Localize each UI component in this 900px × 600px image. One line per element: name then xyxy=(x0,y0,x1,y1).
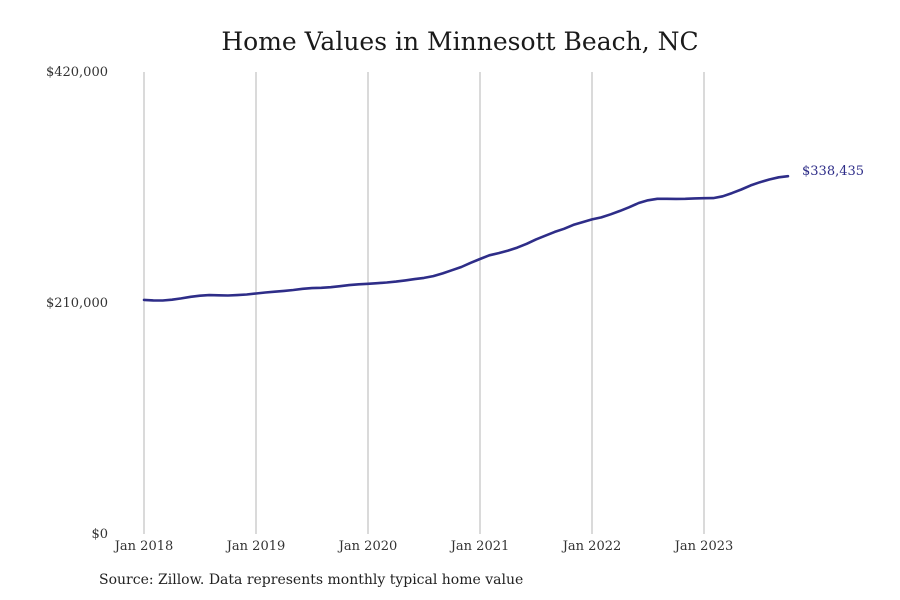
vertical-gridlines xyxy=(143,72,705,534)
x-tick-label: Jan 2023 xyxy=(673,539,734,554)
series-layer: $338,435 xyxy=(142,164,864,302)
x-tick-label: Jan 2021 xyxy=(449,539,510,554)
chart-title: Home Values in Minnesott Beach, NC xyxy=(221,27,699,56)
x-axis-labels: Jan 2018 Jan 2019 Jan 2020 Jan 2021 Jan 2022… xyxy=(113,539,734,554)
series-end-label: $338,435 xyxy=(802,164,864,179)
y-axis-labels: $0 $210,000 $420,000 xyxy=(46,65,108,542)
x-tick-label: Jan 2019 xyxy=(225,539,286,554)
y-tick-label: $210,000 xyxy=(46,296,108,311)
x-tick-label: Jan 2018 xyxy=(113,539,174,554)
series-line-0 xyxy=(142,174,790,302)
source-note: Source: Zillow. Data represents monthly … xyxy=(99,572,524,588)
x-tick-label: Jan 2022 xyxy=(561,539,622,554)
x-tick-label: Jan 2020 xyxy=(337,539,398,554)
y-tick-label: $420,000 xyxy=(46,65,108,80)
y-tick-label: $0 xyxy=(91,527,108,542)
